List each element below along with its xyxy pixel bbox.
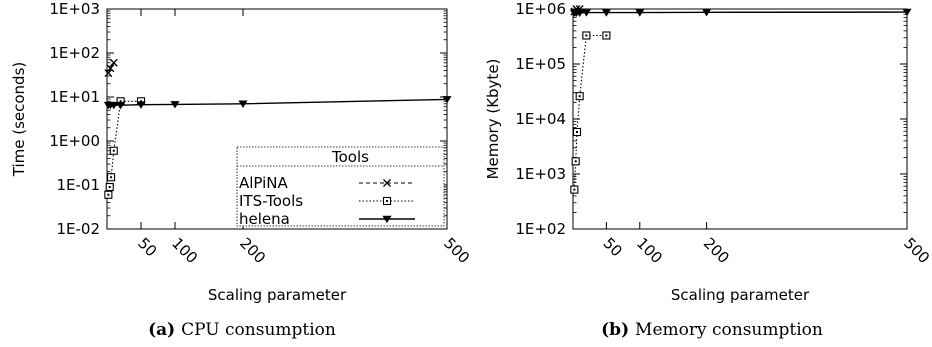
data-point-helena xyxy=(170,101,180,109)
series-its-tools xyxy=(104,97,146,199)
x-tick-label: 50 xyxy=(134,234,160,260)
data-point-helena xyxy=(702,9,712,17)
legend-label-helena: helena xyxy=(239,210,290,228)
y-tick-label: 1E-02 xyxy=(56,220,100,238)
y-tick-label: 1E+00 xyxy=(49,132,100,150)
data-point-its-tools-dot xyxy=(140,100,142,103)
data-point-helena xyxy=(136,101,146,109)
data-point-helena xyxy=(902,8,912,17)
data-point-helena xyxy=(575,9,585,17)
data-point-helena xyxy=(581,9,591,17)
data-point-helena xyxy=(601,9,611,17)
y-tick-label: 1E+04 xyxy=(515,110,566,128)
series-helena xyxy=(569,8,912,17)
legend-label-its-tools: ITS-Tools xyxy=(239,192,303,210)
data-point-helena xyxy=(116,101,126,110)
data-point-its-tools-dot xyxy=(573,188,576,191)
data-point-helena xyxy=(109,101,119,110)
series-line-its-tools xyxy=(573,34,607,190)
data-point-helena xyxy=(442,96,452,104)
series-alpina xyxy=(104,58,118,78)
data-point-its-tools-dot xyxy=(107,193,110,196)
x-axis-label: Scaling parameter xyxy=(208,286,347,304)
x-tick-label: 500 xyxy=(900,234,932,267)
y-tick-label: 1E-01 xyxy=(56,176,100,194)
y-tick-label: 1E+06 xyxy=(515,0,566,18)
data-point-its-tools-dot xyxy=(578,95,581,98)
y-tick-label: 1E+02 xyxy=(515,220,566,238)
series-line-helena xyxy=(108,98,448,106)
caption-text: CPU consumption xyxy=(181,320,336,340)
y-axis-label: Memory (Kbyte) xyxy=(484,59,502,180)
data-point-its-tools-dot xyxy=(574,160,577,163)
data-point-its-tools-dot xyxy=(605,34,608,37)
chart-cpu-consumption: 1E-02 1E-01 1E+00 1E+01 1E+02 1E+03 50 100 200 50… xyxy=(10,0,473,340)
figure-caption: (b) Memory consumption xyxy=(601,320,823,340)
y-tick-label: 1E+03 xyxy=(49,0,100,18)
data-point-helena xyxy=(635,9,645,17)
legend-marker-alpina xyxy=(383,179,391,187)
y-tick-label: 1E+02 xyxy=(49,44,100,62)
series-its-tools xyxy=(570,31,611,194)
series-helena xyxy=(103,96,452,110)
plot-frame xyxy=(106,8,448,230)
x-tick-label: 500 xyxy=(440,234,473,267)
plot-frame xyxy=(572,8,908,230)
legend-title: Tools xyxy=(331,148,369,166)
x-tick-label: 200 xyxy=(700,234,733,267)
x-tick-label: 100 xyxy=(633,234,666,267)
data-point-helena xyxy=(238,100,248,108)
legend-marker-helena xyxy=(382,215,392,224)
data-point-alpina xyxy=(104,69,113,78)
caption-label: (a) xyxy=(148,320,181,340)
x-tick-label: 100 xyxy=(168,234,201,267)
y-axis-label: Time (seconds) xyxy=(10,62,28,178)
data-point-its-tools-dot xyxy=(112,149,115,152)
chart-memory-consumption: 1E+02 1E+03 1E+04 1E+05 1E+06 50 100 200 500 Scal… xyxy=(484,0,932,340)
data-point-alpina xyxy=(106,64,115,73)
x-axis-label: Scaling parameter xyxy=(671,286,810,304)
figure-caption: (a) CPU consumption xyxy=(148,320,336,340)
data-point-its-tools-dot xyxy=(110,176,113,179)
caption-label: (b) xyxy=(601,320,635,340)
y-tick-label: 1E+03 xyxy=(515,165,566,183)
x-tick-label: 50 xyxy=(600,234,626,260)
data-point-alpina xyxy=(109,58,118,67)
data-point-its-tools-dot xyxy=(585,34,588,37)
x-tick-label: 200 xyxy=(236,234,269,267)
series-line-helena xyxy=(574,11,908,14)
y-tick-label: 1E+01 xyxy=(49,88,100,106)
y-tick-label: 1E+05 xyxy=(515,55,566,73)
data-point-its-tools-dot xyxy=(119,100,122,103)
data-point-its-tools-dot xyxy=(108,186,111,189)
legend-label-alpina: AlPiNA xyxy=(239,174,289,192)
caption-text: Memory consumption xyxy=(635,320,823,340)
legend-marker-its-tools-dot xyxy=(386,200,388,202)
data-point-its-tools-dot xyxy=(576,131,579,134)
legend-box xyxy=(236,146,445,227)
